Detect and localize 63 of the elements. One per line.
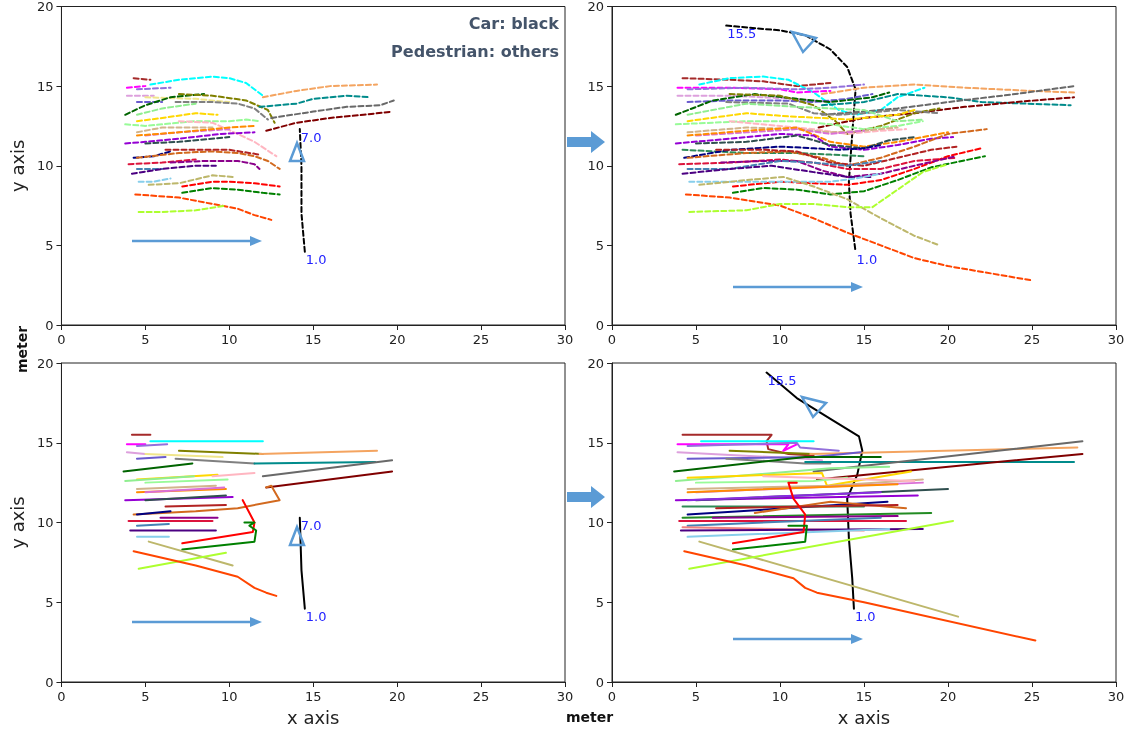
text: meter	[566, 709, 614, 725]
x-tick-label: 10	[771, 332, 789, 347]
annotation: 1.0	[856, 252, 878, 268]
y-tick-label: 20	[587, 355, 604, 371]
y-tick-label: 20	[587, 0, 604, 14]
y-tick-label: 10	[587, 515, 604, 530]
x-tick-label: 25	[1023, 689, 1041, 704]
annotation: 1.0	[854, 609, 876, 625]
y-tick-label: 5	[45, 594, 54, 610]
y-tick-label: 5	[595, 237, 604, 253]
x-tick-label: 5	[691, 332, 701, 347]
annotation: 7.0	[300, 518, 322, 534]
x-tick-label: 30	[1107, 332, 1125, 347]
text: meter	[14, 325, 30, 373]
y-tick-label: 0	[595, 674, 604, 690]
annotation: 15.5	[727, 26, 757, 42]
x-tick-label: 5	[691, 689, 701, 704]
y-tick-label: 10	[587, 158, 604, 174]
y-tick-label: 10	[36, 515, 54, 530]
y-tick-label: 0	[595, 317, 604, 333]
x-tick-label: 15	[304, 332, 322, 347]
x-tick-label: 25	[472, 332, 490, 347]
x-tick-label: 20	[388, 332, 406, 347]
y-tick-label: 20	[36, 355, 54, 371]
x-tick-label: 10	[771, 689, 789, 704]
y-tick-label: 0	[45, 317, 54, 333]
x-tick-label: 10	[221, 689, 238, 704]
x-tick-label: 20	[939, 332, 957, 347]
x-tick-label: 5	[141, 332, 150, 347]
annotation: 7.0	[300, 129, 322, 145]
x-tick-label: 5	[141, 689, 150, 704]
y-tick-label: 15	[36, 435, 54, 451]
x-tick-label: 0	[57, 689, 66, 704]
y-tick-label: 15	[587, 78, 604, 94]
annotation: Pedestrian: others	[391, 41, 559, 61]
x-tick-label: 30	[556, 689, 574, 704]
y-tick-label: 5	[595, 594, 604, 610]
y-axis-title: y axis	[6, 139, 28, 192]
x-tick-label: 0	[57, 332, 66, 347]
x-tick-label: 10	[221, 332, 238, 347]
annotation: 1.0	[305, 252, 327, 268]
x-tick-label: 25	[472, 689, 490, 704]
y-tick-label: 5	[45, 237, 54, 253]
x-axis-title: x axis	[837, 706, 891, 728]
x-tick-label: 20	[939, 689, 957, 704]
x-tick-label: 15	[304, 689, 322, 704]
y-tick-label: 20	[36, 0, 54, 14]
x-tick-label: 15	[855, 689, 873, 704]
y-tick-label: 15	[587, 435, 604, 451]
x-tick-label: 0	[607, 332, 617, 347]
x-tick-label: 15	[855, 332, 873, 347]
annotation: Car: black	[468, 13, 560, 33]
x-axis-title: x axis	[287, 706, 340, 728]
x-tick-label: 30	[556, 332, 574, 347]
y-tick-label: 10	[36, 158, 54, 174]
annotation: 1.0	[305, 609, 327, 625]
x-tick-label: 20	[388, 689, 406, 704]
y-axis-title: y axis	[6, 496, 28, 549]
x-tick-label: 0	[607, 689, 617, 704]
x-tick-label: 30	[1107, 689, 1125, 704]
y-tick-label: 15	[36, 78, 54, 94]
y-tick-label: 0	[45, 674, 54, 690]
x-tick-label: 25	[1023, 332, 1041, 347]
